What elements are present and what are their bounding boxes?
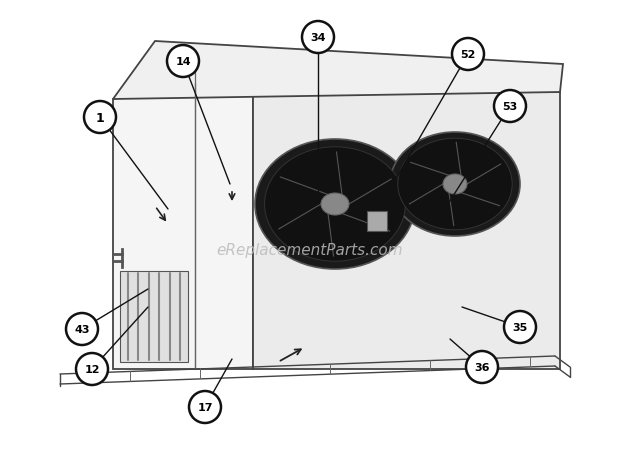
- Circle shape: [494, 91, 526, 123]
- Text: 53: 53: [502, 102, 518, 112]
- Ellipse shape: [390, 133, 520, 237]
- Circle shape: [66, 313, 98, 345]
- Text: 34: 34: [310, 33, 326, 43]
- Ellipse shape: [398, 139, 512, 230]
- Circle shape: [302, 22, 334, 54]
- Circle shape: [76, 353, 108, 385]
- Text: eReplacementParts.com: eReplacementParts.com: [216, 242, 404, 257]
- Text: 35: 35: [512, 322, 528, 332]
- Polygon shape: [253, 73, 560, 369]
- Text: 14: 14: [175, 57, 191, 67]
- Circle shape: [452, 39, 484, 71]
- Text: 52: 52: [460, 50, 476, 60]
- Bar: [367, 212, 387, 232]
- Ellipse shape: [265, 147, 405, 262]
- Polygon shape: [120, 271, 188, 362]
- Text: 17: 17: [197, 402, 213, 412]
- Circle shape: [189, 391, 221, 423]
- Circle shape: [504, 311, 536, 343]
- Circle shape: [167, 46, 199, 78]
- Circle shape: [84, 102, 116, 134]
- Bar: [305, 226, 327, 248]
- Circle shape: [466, 351, 498, 383]
- Text: 36: 36: [474, 362, 490, 372]
- Polygon shape: [113, 42, 563, 100]
- Ellipse shape: [255, 140, 415, 269]
- Text: 1: 1: [95, 111, 104, 124]
- Text: 12: 12: [84, 364, 100, 374]
- Ellipse shape: [443, 175, 467, 195]
- Polygon shape: [113, 73, 253, 369]
- Text: 43: 43: [74, 324, 90, 334]
- Ellipse shape: [321, 193, 349, 216]
